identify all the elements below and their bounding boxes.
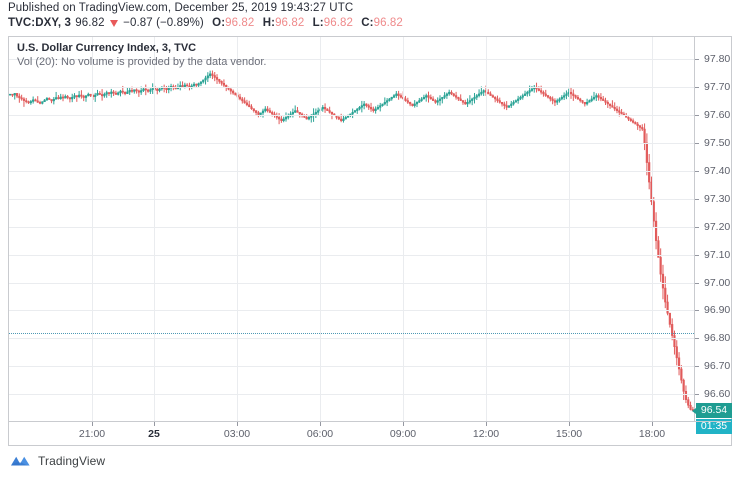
gridline-vertical bbox=[403, 37, 404, 422]
price-tick-mark bbox=[695, 198, 699, 200]
price-tick-mark bbox=[695, 310, 699, 312]
time-tick-label: 12:00 bbox=[472, 428, 500, 440]
price-tick-mark bbox=[695, 226, 699, 228]
gridline-vertical bbox=[237, 37, 238, 422]
close-value: 96.82 bbox=[373, 17, 403, 29]
price-tick-mark bbox=[695, 394, 699, 396]
brand-name: TradingView bbox=[38, 454, 106, 468]
price-tick-label: 97.00 bbox=[704, 276, 731, 289]
price-tick-label: 96.70 bbox=[704, 360, 731, 373]
gridline-horizontal bbox=[9, 87, 694, 89]
price-badge-value: 96.54 bbox=[700, 404, 728, 417]
price-tick-mark bbox=[695, 366, 699, 368]
gridline-vertical bbox=[486, 37, 487, 422]
gridline-horizontal bbox=[9, 366, 694, 368]
gridline-vertical bbox=[569, 37, 570, 422]
time-tick-label: 03:00 bbox=[223, 428, 251, 440]
time-tick-label: 18:00 bbox=[638, 428, 666, 440]
price-change: −0.87 (−0.89%) bbox=[123, 17, 204, 29]
price-tick-mark bbox=[695, 282, 699, 284]
price-tick-label: 97.60 bbox=[704, 109, 731, 122]
price-tick-mark bbox=[695, 254, 699, 256]
chart-frame: U.S. Dollar Currency Index, 3, TVC Vol (… bbox=[8, 36, 732, 446]
open-key: O: bbox=[212, 17, 226, 29]
published-line: Published on TradingView.com, December 2… bbox=[8, 2, 354, 14]
time-tick-mark bbox=[652, 422, 653, 426]
last-price: 96.82 bbox=[75, 17, 105, 29]
time-tick-mark bbox=[486, 422, 487, 426]
price-tick-mark bbox=[695, 59, 699, 61]
candlestick-series bbox=[9, 70, 694, 412]
price-tick-mark bbox=[695, 87, 699, 89]
time-scale[interactable]: 21:00 25 03:00 06:00 09:00 12:00 15:00 18:00 bbox=[9, 421, 731, 445]
price-tick-label: 97.30 bbox=[704, 192, 731, 205]
time-tick-label: 06:00 bbox=[306, 428, 334, 440]
plot-area[interactable]: U.S. Dollar Currency Index, 3, TVC Vol (… bbox=[9, 37, 694, 422]
symbol-label[interactable]: TVC:DXY, 3 bbox=[8, 17, 71, 29]
triangle-down-icon bbox=[109, 20, 118, 27]
low-value: 96.82 bbox=[323, 17, 353, 29]
gridline-horizontal bbox=[9, 115, 694, 117]
gridline-horizontal bbox=[9, 310, 694, 312]
countdown-value: 01:35 bbox=[700, 419, 728, 432]
price-tick-label: 97.70 bbox=[704, 81, 731, 94]
gridline-vertical bbox=[154, 37, 155, 422]
gridline-vertical bbox=[320, 37, 321, 422]
gridline-horizontal bbox=[9, 143, 694, 144]
price-tick-mark bbox=[695, 338, 699, 340]
gridline-horizontal bbox=[9, 254, 694, 256]
time-tick-mark bbox=[320, 422, 321, 426]
price-tick-label: 97.20 bbox=[704, 220, 731, 233]
footer-branding: TradingView bbox=[10, 454, 105, 468]
open-value: 96.82 bbox=[225, 17, 255, 29]
gridline-vertical bbox=[652, 37, 653, 422]
price-badge: 96.54 bbox=[692, 403, 732, 419]
time-tick-label: 25 bbox=[148, 428, 160, 440]
price-tick-label: 97.10 bbox=[704, 248, 731, 261]
time-tick-mark bbox=[569, 422, 570, 426]
time-tick-mark bbox=[154, 422, 155, 426]
quote-header: TVC:DXY, 3 96.82 −0.87 (−0.89%) O:96.82 … bbox=[8, 17, 403, 29]
gridline-horizontal bbox=[9, 170, 694, 172]
gridline-vertical bbox=[92, 37, 93, 422]
price-tick-mark bbox=[695, 115, 699, 117]
gridline-horizontal bbox=[9, 198, 694, 200]
price-badge-arrow-icon bbox=[692, 407, 696, 414]
current-price-line bbox=[9, 332, 694, 334]
time-tick-label: 21:00 bbox=[78, 428, 106, 440]
price-tick-mark bbox=[695, 143, 699, 144]
gridline-horizontal bbox=[9, 282, 694, 284]
price-tick-label: 96.60 bbox=[704, 388, 731, 401]
high-key: H: bbox=[262, 17, 276, 29]
gridline-horizontal bbox=[9, 59, 694, 61]
price-tick-label: 97.40 bbox=[704, 164, 731, 177]
price-tick-mark bbox=[695, 170, 699, 172]
time-tick-mark bbox=[403, 422, 404, 426]
time-tick-label: 15:00 bbox=[555, 428, 583, 440]
price-tick-label: 97.50 bbox=[704, 137, 731, 149]
countdown-badge: 01:35 bbox=[696, 418, 732, 434]
tradingview-logo-icon bbox=[11, 456, 30, 466]
close-key: C: bbox=[361, 17, 374, 29]
low-key: L: bbox=[312, 17, 324, 29]
price-tick-label: 96.80 bbox=[704, 332, 731, 345]
price-tick-label: 96.90 bbox=[704, 304, 731, 317]
high-value: 96.82 bbox=[275, 17, 305, 29]
time-tick-mark bbox=[237, 422, 238, 426]
gridline-horizontal bbox=[9, 394, 694, 396]
gridline-horizontal bbox=[9, 338, 694, 340]
price-tick-label: 97.80 bbox=[704, 53, 731, 66]
time-tick-label: 09:00 bbox=[389, 428, 417, 440]
time-tick-mark bbox=[92, 422, 93, 426]
gridline-horizontal bbox=[9, 226, 694, 228]
price-scale[interactable]: 97.80 97.70 97.60 97.50 97.40 97.30 97.20 97.10… bbox=[692, 37, 732, 434]
